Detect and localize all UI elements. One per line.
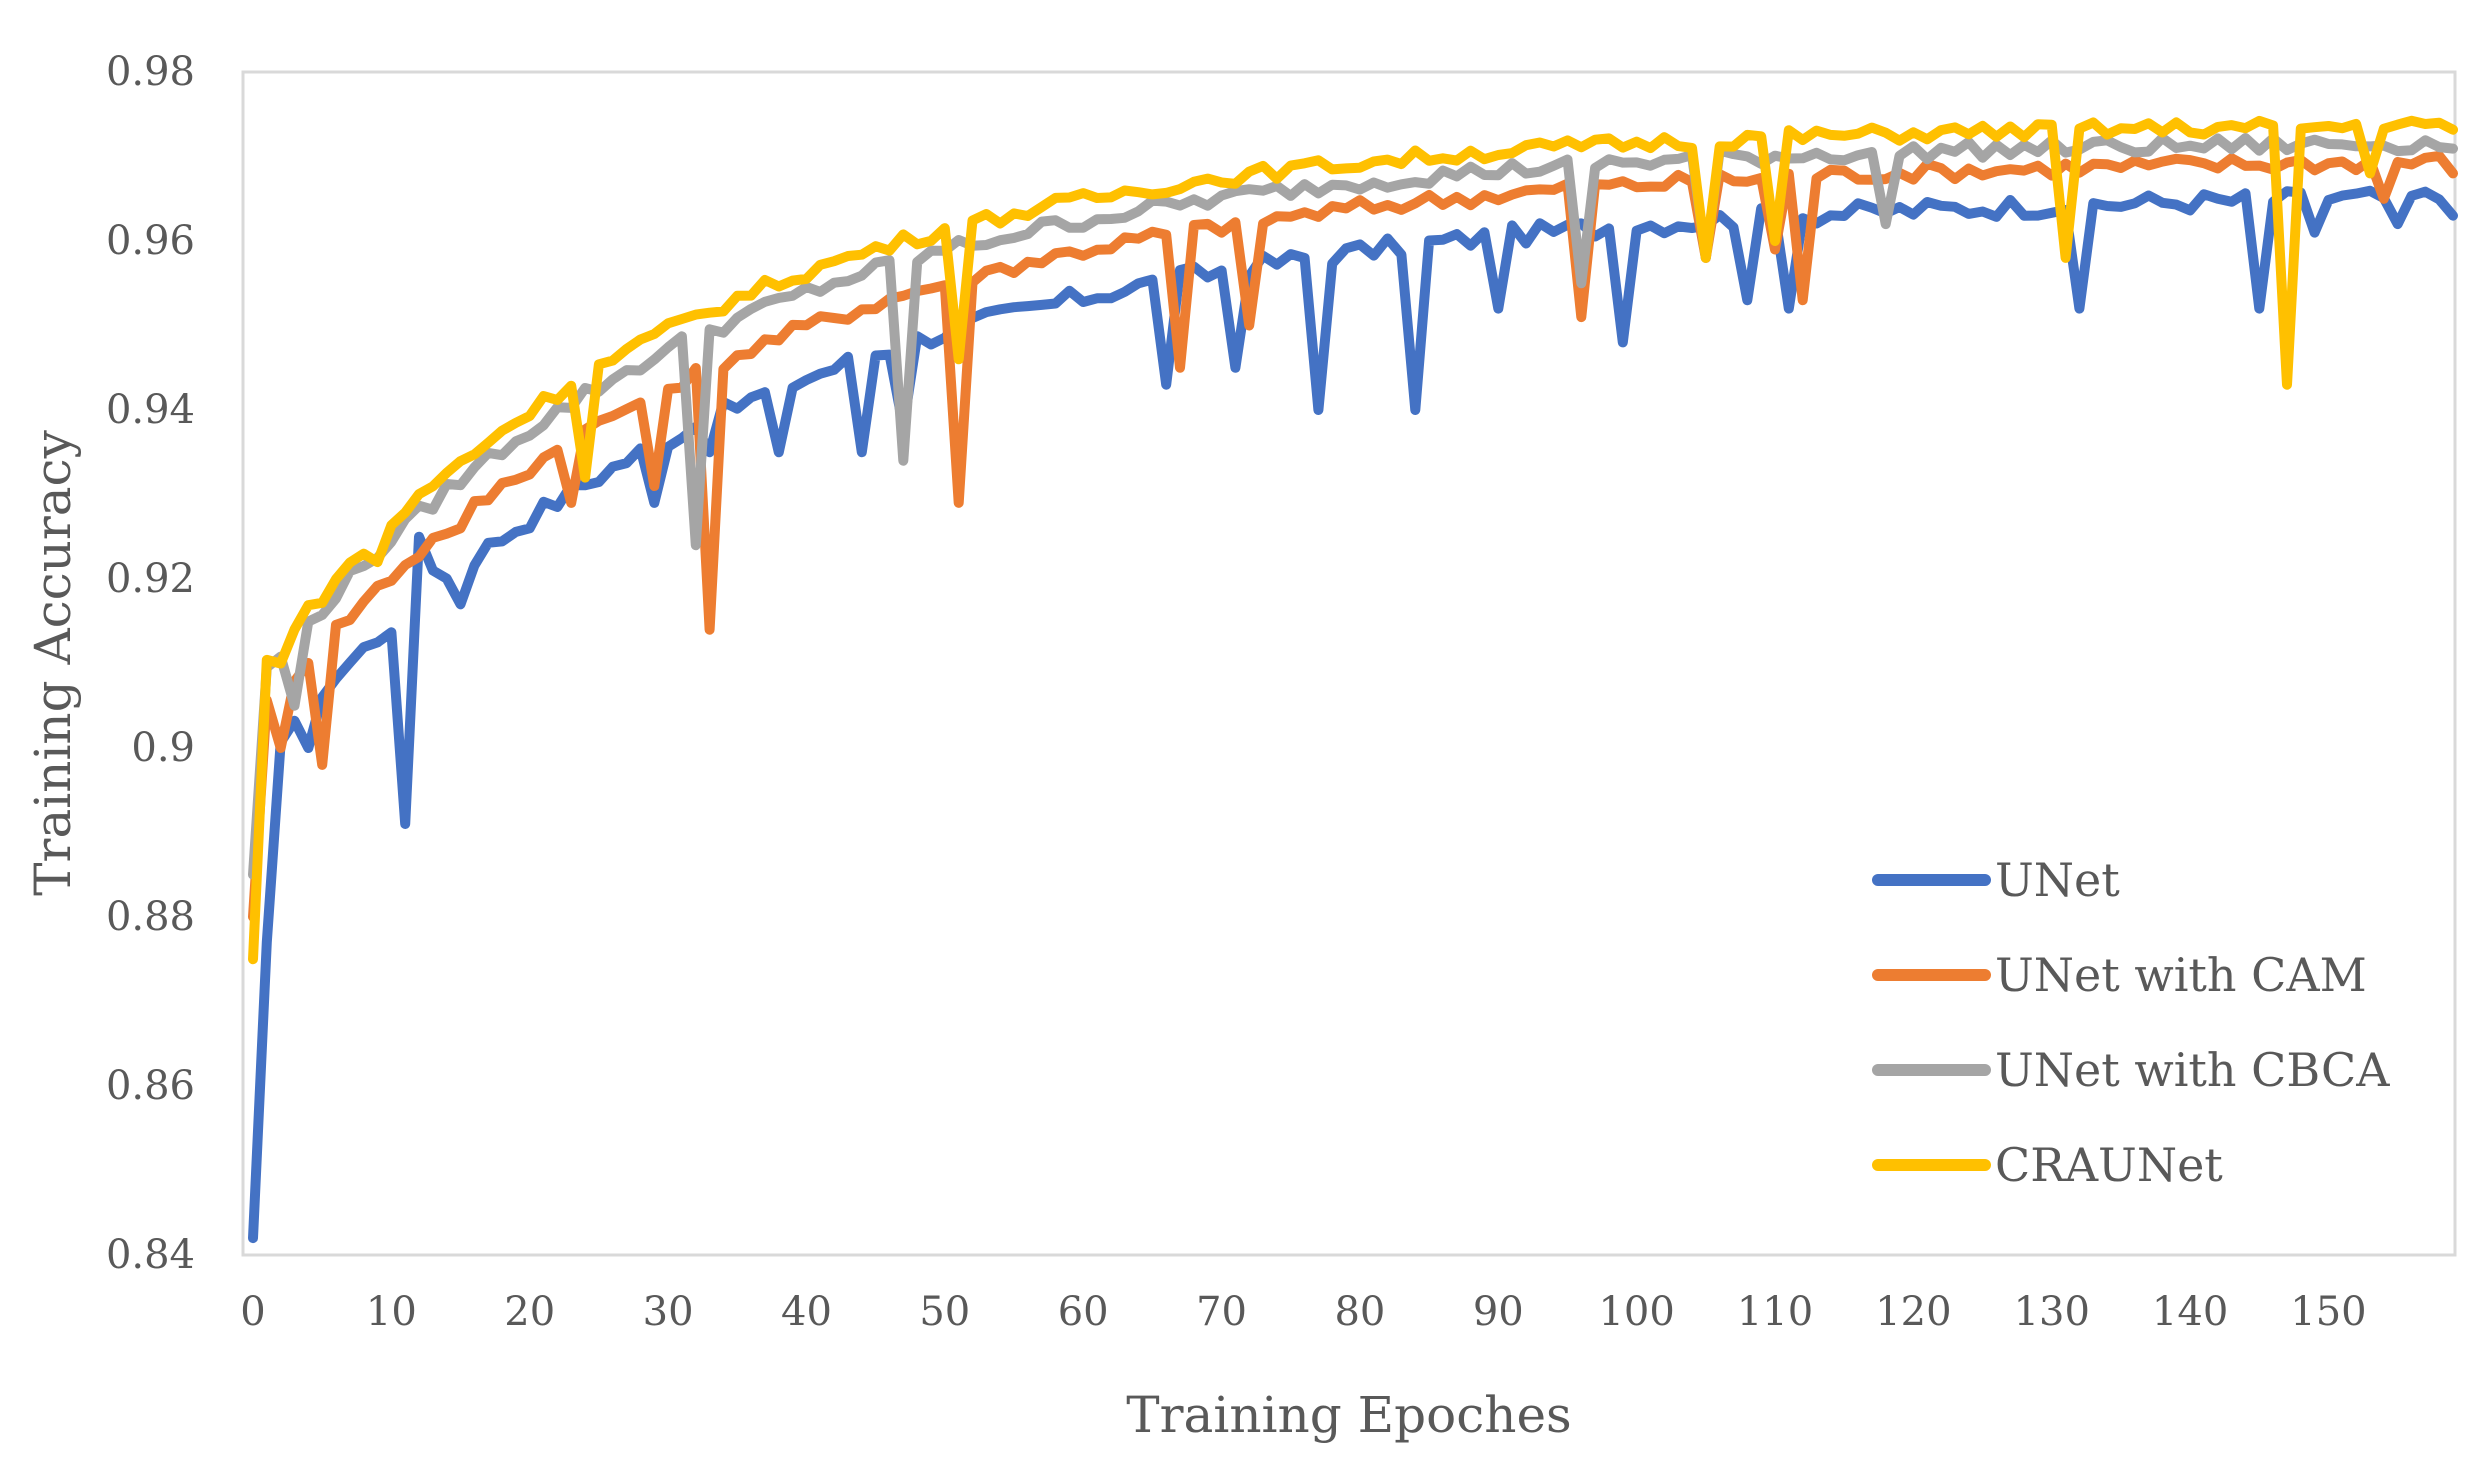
legend-label: UNet with CAM	[1995, 948, 2367, 1002]
x-axis-ticks: 0 10 20 30 40 50 60 70 80 90 100 110 120 130 140 150	[240, 1289, 2366, 1335]
x-tick-label: 110	[1737, 1289, 1813, 1335]
series-lines	[248, 115, 2458, 1244]
legend-label: UNet	[1995, 853, 2120, 907]
y-tick-label: 0.88	[106, 894, 195, 940]
plot-frame	[241, 70, 2457, 1257]
y-tick-label: 0.94	[106, 387, 195, 433]
series-line	[248, 150, 2458, 922]
x-tick-label: 80	[1334, 1289, 1385, 1335]
x-tick-label: 20	[504, 1289, 555, 1335]
y-axis-ticks: 0.84 0.86 0.88 0.9 0.92 0.94 0.96 0.98	[106, 49, 195, 1278]
y-tick-label: 0.92	[106, 556, 195, 602]
x-tick-label: 40	[781, 1289, 832, 1335]
x-tick-label: 50	[919, 1289, 970, 1335]
series-line	[248, 115, 2458, 965]
y-tick-label: 0.98	[106, 49, 195, 95]
legend-label: UNet with CBCA	[1995, 1043, 2390, 1097]
x-tick-label: 0	[240, 1289, 265, 1335]
x-tick-label: 90	[1473, 1289, 1524, 1335]
y-tick-label: 0.96	[106, 218, 195, 264]
y-tick-label: 0.86	[106, 1063, 195, 1109]
x-tick-label: 130	[2014, 1289, 2090, 1335]
series-line	[248, 133, 2458, 880]
legend-label: CRAUNet	[1995, 1138, 2223, 1192]
x-tick-label: 100	[1598, 1289, 1674, 1335]
x-tick-label: 10	[366, 1289, 417, 1335]
x-tick-label: 70	[1196, 1289, 1247, 1335]
legend: UNet UNet with CAM UNet with CBCA CRAUNet	[1872, 853, 2390, 1192]
series-line	[248, 185, 2458, 1244]
x-tick-label: 30	[643, 1289, 694, 1335]
x-tick-label: 60	[1058, 1289, 1109, 1335]
x-tick-label: 120	[1875, 1289, 1951, 1335]
y-axis-title: Training Accuracy	[24, 429, 82, 895]
y-tick-label: 0.84	[106, 1232, 195, 1278]
x-tick-label: 150	[2290, 1289, 2366, 1335]
y-tick-label: 0.9	[131, 725, 195, 771]
x-tick-label: 140	[2152, 1289, 2228, 1335]
x-axis-title: Training Epoches	[1126, 1386, 1571, 1444]
